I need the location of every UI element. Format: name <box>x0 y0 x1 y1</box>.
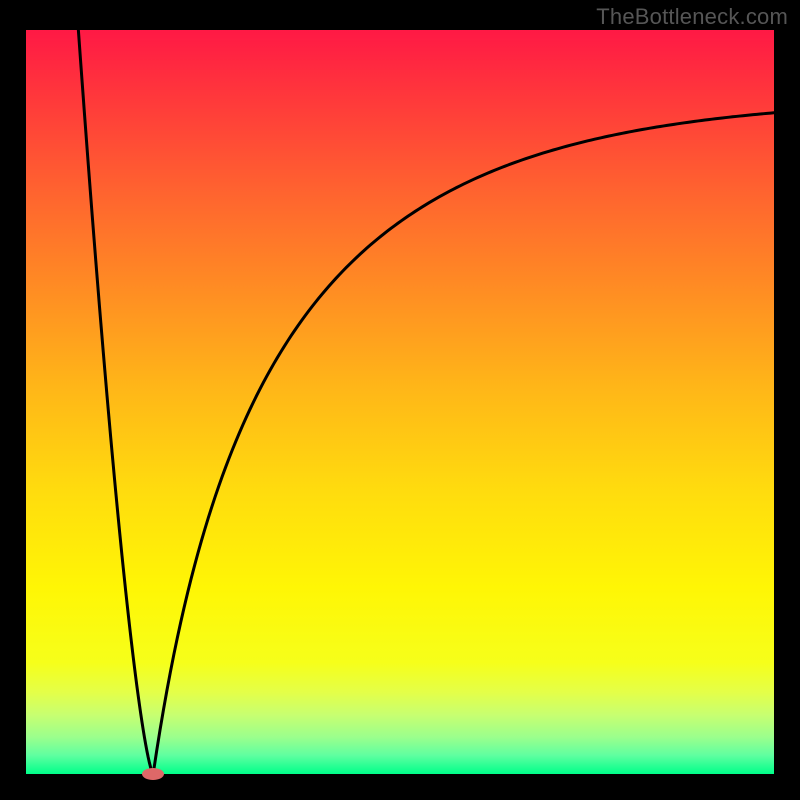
chart-frame: TheBottleneck.com <box>0 0 800 800</box>
gradient-background <box>26 30 774 774</box>
bottleneck-chart <box>26 30 774 774</box>
bottleneck-curve <box>78 30 774 774</box>
watermark-text: TheBottleneck.com <box>596 4 788 30</box>
minimum-marker <box>142 768 164 780</box>
